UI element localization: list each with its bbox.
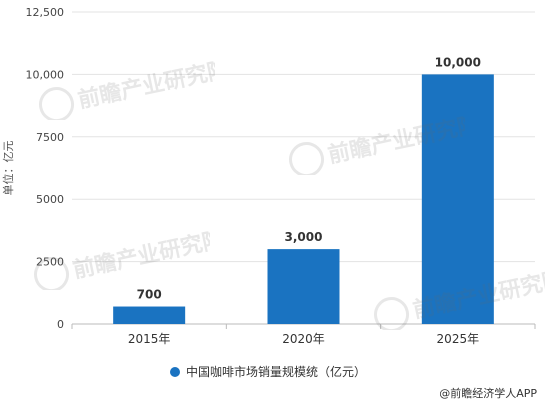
x-tick-label: 2020年: [282, 332, 325, 346]
y-tick-label: 10,000: [26, 68, 65, 81]
legend-marker: [170, 367, 180, 377]
data-label: 10,000: [435, 55, 481, 69]
y-tick-label: 2500: [36, 256, 64, 269]
y-tick-label: 5000: [36, 193, 64, 206]
source-credit: @前瞻经济学人APP: [439, 387, 537, 400]
bar: [267, 249, 340, 324]
data-label: 3,000: [285, 230, 323, 244]
bar: [421, 74, 494, 325]
y-tick-label: 12,500: [26, 6, 65, 19]
y-tick-label: 0: [57, 318, 64, 331]
y-tick-label: 7500: [36, 131, 64, 144]
data-label: 700: [137, 288, 162, 302]
x-tick-label: 2025年: [437, 332, 480, 346]
y-axis-label: 单位：亿元: [1, 141, 15, 196]
x-tick-label: 2015年: [128, 332, 171, 346]
bar: [113, 306, 186, 324]
legend-label: 中国咖啡市场销量规模统（亿元）: [186, 364, 366, 379]
legend: 中国咖啡市场销量规模统（亿元）: [170, 364, 366, 379]
